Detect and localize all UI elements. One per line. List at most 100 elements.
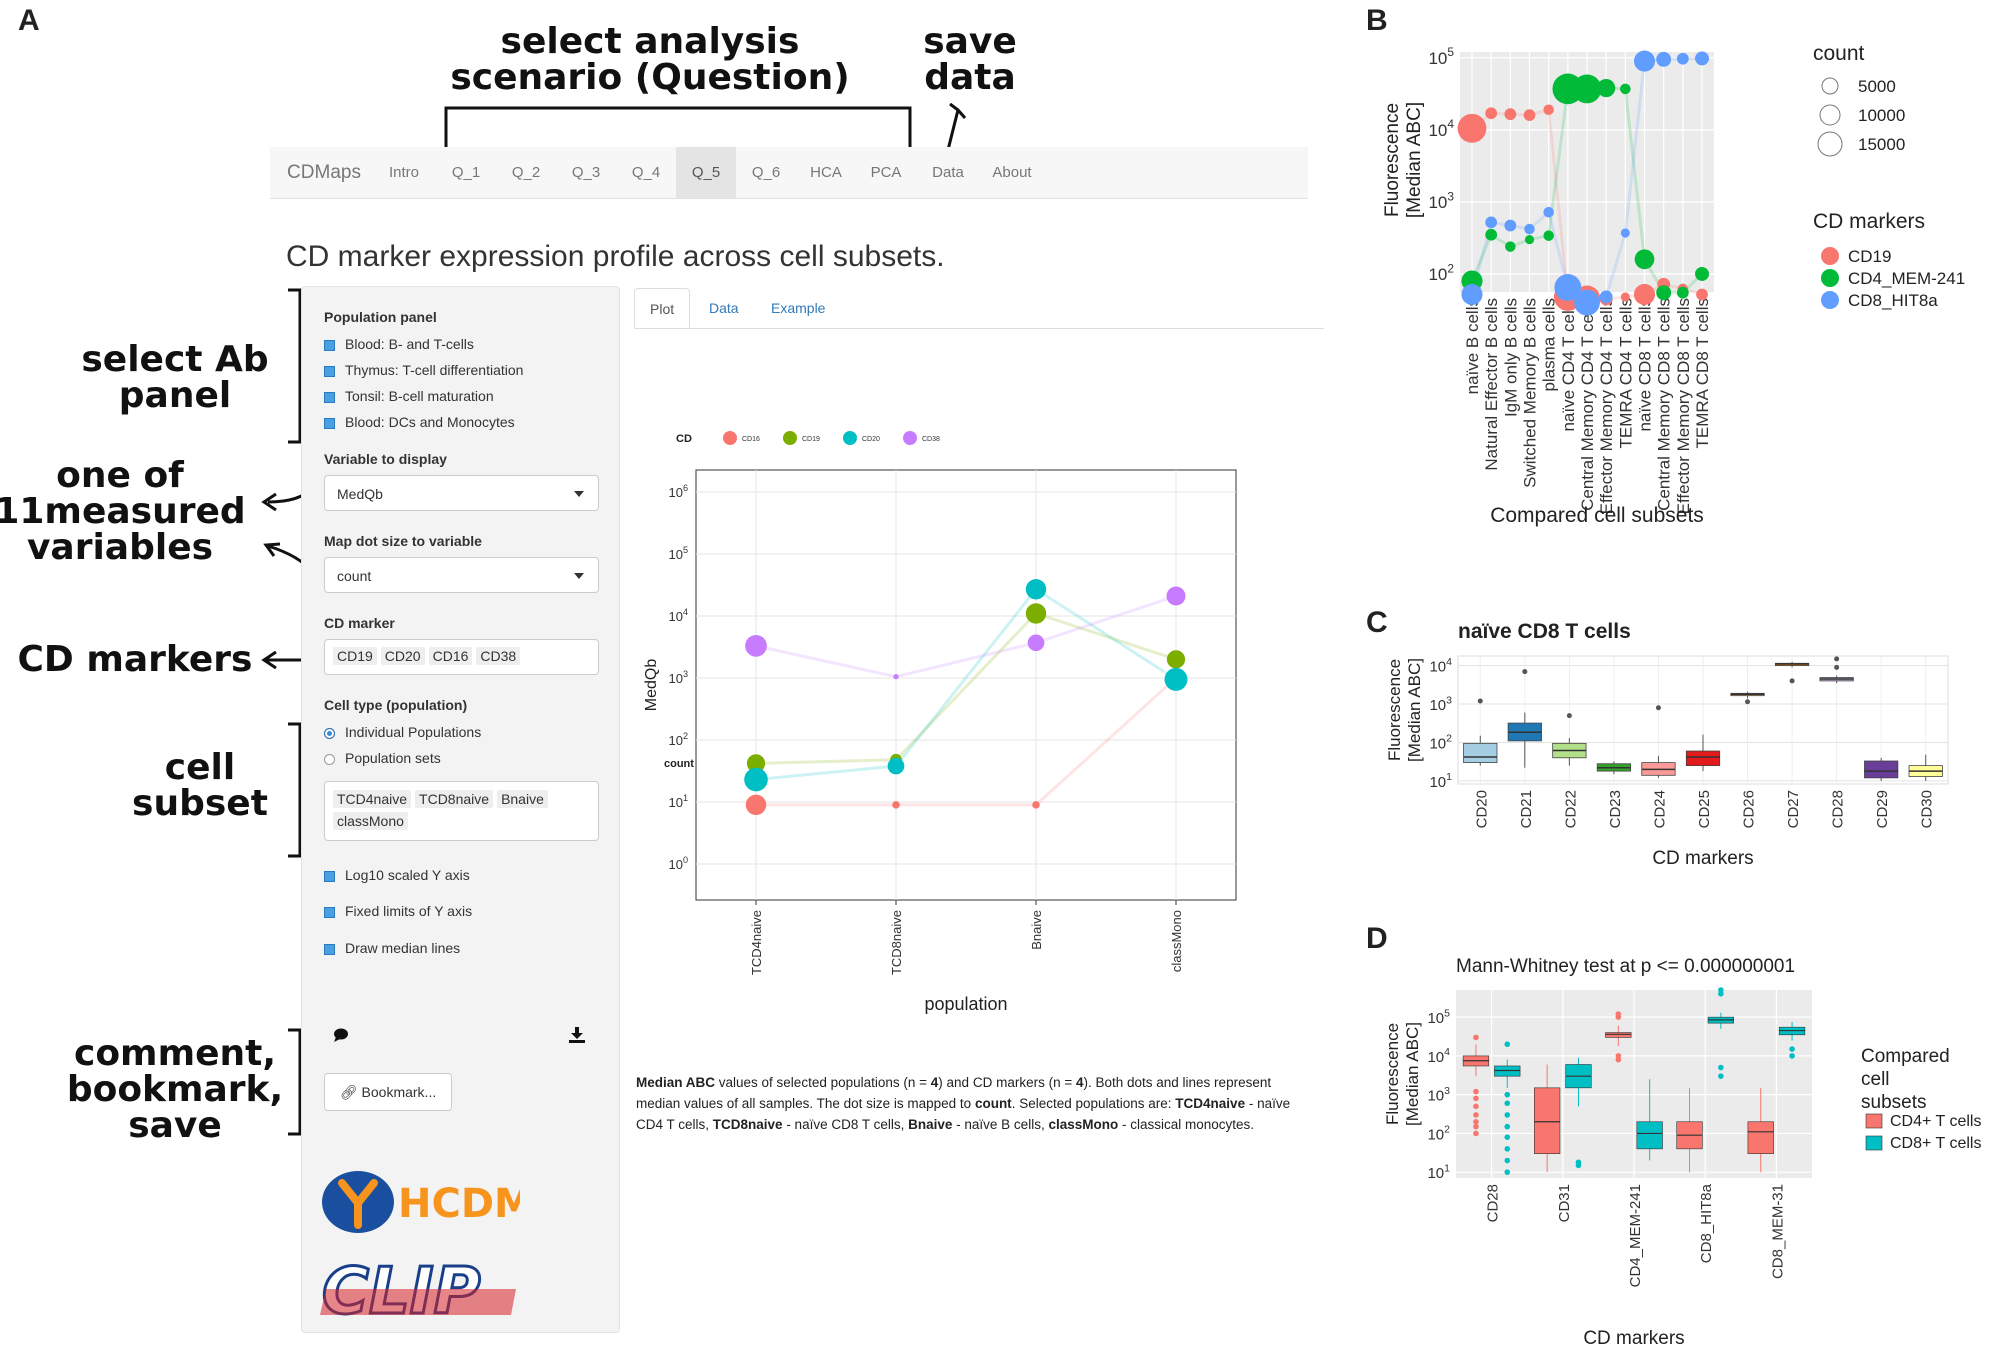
annotation-one-of-variables: one of 11measured variables (0, 455, 246, 568)
checkbox-checked-icon[interactable] (324, 391, 335, 403)
cd-marker-tag[interactable]: CD16 (428, 647, 473, 665)
population-input[interactable]: TCD4naive TCD8naive Bnaive classMono (324, 781, 599, 841)
y-axis-title: MedQb (643, 659, 660, 712)
data-point (887, 757, 905, 775)
nav-q5[interactable]: Q_5 (676, 147, 736, 198)
radio-selected-icon[interactable] (324, 727, 335, 739)
checkbox-checked-icon[interactable] (324, 339, 335, 351)
comment-icon[interactable] (332, 1027, 350, 1043)
main-chart: CDCD16CD19CD20CD38count10000150002000025… (643, 431, 1237, 1014)
y-axis-title: Fluorescence[Median ABC] (1382, 102, 1425, 218)
bracket-cell-subset (288, 722, 302, 858)
radio-empty-icon[interactable] (324, 753, 335, 765)
x-tick-label: Effector Memory CD8 T cells (1674, 298, 1693, 514)
legend-cd-label: CD38 (922, 436, 940, 443)
population-tag[interactable]: TCD8naive (415, 790, 494, 808)
y-axis-title: Fluorescence[Median ABC] (1385, 658, 1424, 762)
x-tick-label: CD20 (1473, 790, 1490, 828)
x-tick-label: Switched Memory B cells (1521, 298, 1540, 488)
panel-checkbox-tonsil[interactable]: Tonsil: B-cell maturation (324, 388, 494, 404)
checkbox-fixed-limits[interactable]: Fixed limits of Y axis (324, 903, 472, 919)
nav-q4[interactable]: Q_4 (631, 164, 661, 181)
cd-marker-tag[interactable]: CD20 (380, 647, 425, 665)
y-tick-label: 101 (668, 793, 688, 810)
annotation-select-question: select analysis scenario (Question) (450, 21, 850, 98)
data-point (1695, 267, 1709, 281)
legend-cd-label: CD19 (1848, 247, 1891, 266)
x-tick-label: CD24 (1651, 790, 1668, 828)
x-tick-label: TEMRA CD8 T cells (1693, 298, 1712, 449)
y-tick-label: 100 (668, 855, 688, 872)
dotsize-select[interactable]: count (324, 557, 599, 593)
y-tick-label: 101 (1427, 1162, 1450, 1182)
data-point (1695, 51, 1709, 66)
legend-d-label: CD4+ T cells (1890, 1113, 1981, 1130)
radio-individual[interactable]: Individual Populations (324, 724, 481, 740)
x-tick-label: CD4_MEM-241 (1627, 1184, 1644, 1287)
legend-count-label: 15000 (1858, 135, 1905, 154)
cd-marker-tag[interactable]: CD38 (476, 647, 521, 665)
checkbox-checked-icon[interactable] (324, 943, 335, 955)
data-point (1164, 667, 1188, 691)
nav-hca[interactable]: HCA (810, 164, 842, 181)
nav-q6[interactable]: Q_6 (751, 164, 781, 181)
nav-intro[interactable]: Intro (388, 164, 419, 181)
population-tag[interactable]: Bnaive (497, 790, 548, 808)
panel-checkbox-blood-bt[interactable]: Blood: B- and T-cells (324, 336, 474, 352)
checkbox-checked-icon[interactable] (324, 365, 335, 377)
nav-pca[interactable]: PCA (870, 164, 902, 181)
outlier-point (1834, 664, 1840, 670)
data-point (1025, 579, 1047, 600)
checkbox-checked-icon[interactable] (324, 870, 335, 882)
tab-example[interactable]: Example (771, 300, 826, 316)
variable-select[interactable]: MedQb (324, 475, 599, 511)
y-tick-label: 102 (1429, 733, 1452, 753)
cd-marker-input[interactable]: CD19 CD20 CD16 CD38 (324, 639, 599, 675)
tab-data[interactable]: Data (709, 300, 739, 316)
x-tick-label: TCD8naive (889, 910, 904, 975)
cd-marker-tag[interactable]: CD19 (333, 647, 377, 665)
nav-q2[interactable]: Q_2 (511, 164, 541, 181)
outlier-point (1745, 699, 1751, 705)
y-tick-label: 104 (1428, 117, 1454, 140)
population-panel-label: Population panel (324, 309, 437, 325)
nav-about[interactable]: About (992, 164, 1032, 181)
data-point (1633, 50, 1656, 72)
outlier-point (1789, 678, 1795, 684)
panel-checkbox-blood-dc[interactable]: Blood: DCs and Monocytes (324, 414, 515, 430)
outlier-point (1473, 1123, 1479, 1130)
plot-area-c: 101 102 103 104 CD20 CD21 CD22 CD23 CD24 CD25 CD26… (1385, 655, 1949, 869)
download-icon[interactable] (568, 1027, 586, 1043)
y-tick-label: 104 (668, 607, 688, 624)
checkbox-log10[interactable]: Log10 scaled Y axis (324, 867, 470, 883)
celltype-label: Cell type (population) (324, 697, 468, 713)
y-tick-label: 103 (1428, 189, 1454, 212)
data-point (1461, 283, 1483, 305)
population-tag[interactable]: classMono (333, 812, 408, 830)
panel-checkbox-thymus[interactable]: Thymus: T-cell differentiation (324, 362, 523, 378)
nav-data[interactable]: Data (932, 164, 964, 181)
legend-count-circle (1819, 104, 1841, 126)
x-tick-label: CD8_HIT8a (1698, 1183, 1715, 1263)
arrow-save-data (946, 109, 960, 151)
legend-cd-swatch (843, 431, 857, 445)
tab-plot[interactable]: Plot (634, 288, 691, 329)
radio-sets[interactable]: Population sets (324, 750, 441, 766)
nav-q1[interactable]: Q_1 (451, 164, 481, 181)
nav-q3[interactable]: Q_3 (571, 164, 601, 181)
checkbox-median-lines[interactable]: Draw median lines (324, 940, 460, 956)
data-point (1656, 51, 1672, 67)
data-point (1620, 292, 1630, 302)
checkbox-checked-icon[interactable] (324, 906, 335, 918)
population-tag[interactable]: TCD4naive (333, 790, 412, 808)
chart-c-title: naïve CD8 T cells (1458, 620, 1631, 643)
panel-letter-b: B (1366, 4, 1388, 37)
app-brand[interactable]: CDMaps (287, 162, 361, 183)
bookmark-button[interactable]: 🔗︎ Bookmark... (324, 1073, 452, 1111)
legend-cd-label: CD4_MEM-241 (1848, 269, 1965, 288)
series-line (755, 594, 1177, 679)
checkbox-checked-icon[interactable] (324, 417, 335, 429)
data-point (1656, 285, 1672, 301)
y-tick-label: 103 (1429, 694, 1452, 714)
x-axis-title: population (924, 994, 1007, 1014)
